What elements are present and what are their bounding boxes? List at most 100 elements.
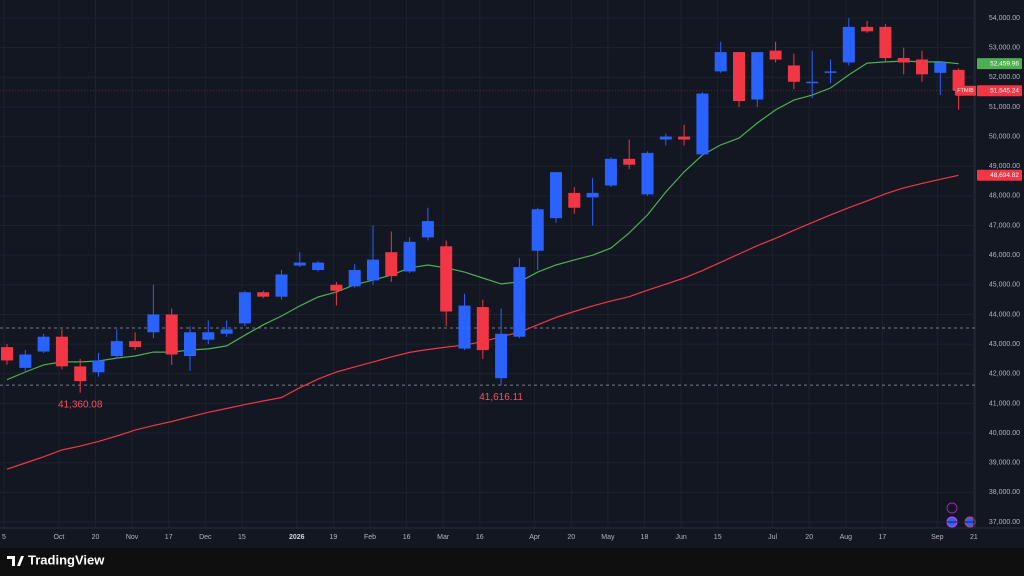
candle-body <box>934 62 947 73</box>
x-tick-label: Apr <box>529 534 541 541</box>
candle-body <box>238 292 251 324</box>
candle-body <box>458 305 471 349</box>
candle-body <box>659 136 672 140</box>
candle-body <box>861 26 874 32</box>
moving-average <box>6 60 959 381</box>
candle-body <box>550 172 562 219</box>
icon[interactable] <box>946 502 958 514</box>
candle-body <box>916 59 928 75</box>
candle-body <box>220 329 233 334</box>
candle-body <box>293 262 306 266</box>
candle-body <box>421 221 434 238</box>
close-price-tag-bg <box>977 85 1022 97</box>
symbol-tag-bg <box>955 85 976 96</box>
candle-body <box>952 69 965 91</box>
y-tick-label: 42,000.00 <box>989 371 1020 378</box>
candle-body <box>385 252 398 276</box>
candle-body <box>74 366 87 382</box>
x-tick-label: May <box>601 534 615 541</box>
x-tick-label: 19 <box>330 534 338 541</box>
candle-body <box>312 262 325 270</box>
candle-body <box>147 314 160 333</box>
y-tick-label: 49,000.00 <box>989 163 1020 170</box>
candle-body <box>623 158 636 165</box>
candle-body <box>824 71 837 73</box>
series-price-tag-bg <box>977 58 1022 70</box>
y-tick-label: 52,000.00 <box>989 74 1020 81</box>
candle-body <box>696 93 709 155</box>
candle-body <box>806 81 819 84</box>
x-tick-label: 16 <box>476 534 484 541</box>
y-tick-label: 50,000.00 <box>989 133 1020 140</box>
close-price-tag: 51,545.24 <box>990 87 1019 94</box>
candle-body <box>769 50 782 60</box>
candle-body <box>403 241 416 272</box>
candle-body <box>568 192 581 208</box>
candle-body <box>440 246 453 312</box>
candle-body <box>202 332 215 340</box>
x-tick-label: 17 <box>165 534 173 541</box>
y-tick-label: 41,000.00 <box>989 400 1020 407</box>
x-tick-label: Oct <box>53 534 64 541</box>
series-price-tag: 52,459.96 <box>990 60 1019 67</box>
y-tick-label: 53,000.00 <box>989 44 1020 51</box>
low-annotation: 41,616.11 <box>479 392 523 403</box>
y-tick-label: 39,000.00 <box>989 460 1020 467</box>
candle-body <box>92 360 105 373</box>
logo-icon <box>7 556 24 566</box>
x-tick-label: 20 <box>92 534 100 541</box>
brand: TradingView <box>28 552 105 567</box>
x-tick-label: 21 <box>970 534 978 541</box>
candle-body <box>275 274 288 297</box>
candle-body <box>714 52 727 72</box>
footer <box>0 548 1024 576</box>
x-tick-label: Aug <box>840 534 853 541</box>
x-tick-label: 15 <box>238 534 246 541</box>
y-tick-label: 43,000.00 <box>989 341 1020 348</box>
y-tick-label: 51,000.00 <box>989 104 1020 111</box>
candle-body <box>37 336 50 352</box>
y-tick-label: 54,000.00 <box>989 15 1020 22</box>
candle-body <box>348 270 361 287</box>
candle-body <box>604 158 617 186</box>
y-tick-label: 47,000.00 <box>989 222 1020 229</box>
candle-body <box>330 284 343 291</box>
x-tick-label: Mar <box>437 534 450 541</box>
y-tick-label: 38,000.00 <box>989 489 1020 496</box>
axis: 37,000.00 38,000.00 39,000.00 40,000.00 41,0… <box>2 15 1022 541</box>
candle-body <box>367 259 379 281</box>
candle-body <box>19 354 32 368</box>
y-tick-label: 46,000.00 <box>989 252 1020 259</box>
candle-body <box>751 52 764 100</box>
candle-body <box>129 341 142 348</box>
x-tick-label: 20 <box>805 534 813 541</box>
x-tick-label: 5 <box>2 534 6 541</box>
x-tick-label: Jul <box>768 534 777 541</box>
x-tick-label: Feb <box>364 534 376 541</box>
x-tick-label: 18 <box>641 534 649 541</box>
candle-body <box>586 192 599 198</box>
y-tick-label: 40,000.00 <box>989 430 1020 437</box>
candle-body <box>495 333 508 379</box>
x-tick-label: Sep <box>931 534 944 541</box>
candle-body <box>733 52 745 102</box>
y-tick-label: 44,000.00 <box>989 311 1020 318</box>
candle-body <box>787 65 800 82</box>
x-tick-label: Jun <box>675 534 686 541</box>
y-tick-label: 48,000.00 <box>989 193 1020 200</box>
x-tick-label: 16 <box>403 534 411 541</box>
candle-body <box>531 209 544 251</box>
candle-body <box>879 26 892 59</box>
candle-body <box>897 58 910 63</box>
x-tick-label: 17 <box>879 534 887 541</box>
x-tick-label: 20 <box>567 534 575 541</box>
series-price-tag: 48,694.82 <box>990 172 1019 179</box>
x-tick-label: Dec <box>199 534 212 541</box>
candle-body <box>184 332 196 356</box>
candle-body <box>55 336 68 367</box>
candle-body <box>678 136 691 140</box>
logo: TradingView <box>7 552 105 567</box>
x-tick-label: 2026 <box>289 534 305 541</box>
